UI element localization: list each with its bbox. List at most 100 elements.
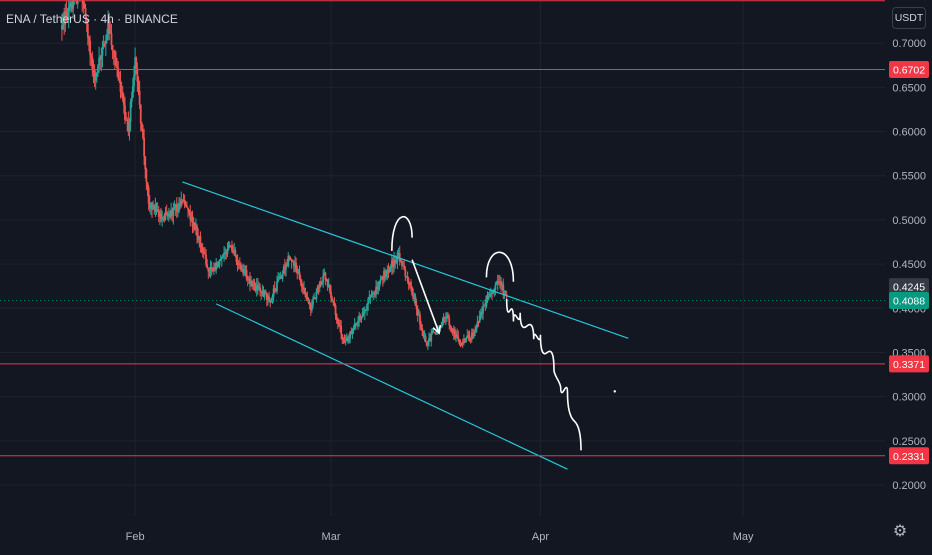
candle-body	[166, 214, 169, 217]
candle-body	[107, 18, 109, 35]
candle-body	[118, 78, 121, 81]
candle-body	[421, 328, 424, 332]
candle-body	[267, 296, 269, 301]
top-arc-annotation[interactable]	[485, 251, 515, 282]
candle-body	[477, 321, 480, 323]
candle-body	[165, 212, 168, 215]
candle-body	[250, 280, 252, 285]
candle-body	[108, 18, 111, 31]
candle-body	[259, 287, 261, 291]
candle-body	[190, 216, 193, 220]
candle-body	[152, 206, 155, 210]
candle-body	[459, 343, 462, 346]
candle-body	[85, 18, 88, 25]
candle-body	[113, 52, 116, 58]
candle-body	[109, 30, 112, 34]
candle-body	[130, 97, 133, 102]
candle-body	[395, 261, 398, 264]
candle-body	[160, 213, 162, 220]
candle-body	[279, 276, 282, 279]
candle-body	[458, 340, 461, 344]
symbol-title[interactable]: ENA / TetherUS · 4h · BINANCE	[6, 12, 178, 26]
candle-body	[415, 305, 418, 310]
y-tick-label: 0.2500	[892, 436, 926, 448]
candle-body	[146, 182, 149, 188]
candle-body	[102, 43, 105, 47]
candle-body	[157, 211, 160, 218]
candle-body	[371, 292, 374, 294]
candle-body	[465, 338, 468, 342]
y-tick-label: 0.2000	[892, 480, 926, 492]
currency-button[interactable]: USDT	[892, 7, 926, 29]
candle-body	[244, 270, 247, 272]
projection-path[interactable]	[505, 298, 582, 451]
candle-body	[456, 334, 459, 337]
candle-body	[319, 281, 322, 284]
candle-body	[306, 298, 309, 300]
candle-body	[253, 283, 256, 288]
candle-body	[483, 305, 486, 307]
top-arc-annotation[interactable]	[391, 216, 413, 251]
candle-body	[264, 291, 267, 294]
candle-body	[140, 123, 143, 130]
candle-body	[486, 295, 489, 300]
candle-body	[410, 282, 412, 288]
arrow-annotation[interactable]	[411, 259, 440, 334]
candle-body	[270, 298, 273, 303]
x-tick-label: Apr	[532, 531, 549, 543]
candle-body	[242, 268, 245, 274]
annotation-dot	[613, 390, 616, 393]
candle-body	[334, 305, 337, 315]
arrow-head-icon	[432, 325, 442, 335]
candle-body	[254, 287, 257, 291]
candle-body	[183, 200, 186, 205]
candle-body	[367, 299, 370, 305]
y-tick-label: 0.6000	[892, 127, 926, 139]
channel-lower-line[interactable]	[215, 303, 568, 470]
candle-body	[179, 203, 182, 207]
candle-body	[380, 276, 383, 280]
candle-body	[295, 263, 298, 269]
candle-body	[397, 252, 400, 254]
candle-body	[298, 271, 301, 279]
candle-body	[325, 279, 328, 281]
candle-body	[216, 262, 219, 266]
candle-body	[287, 256, 290, 267]
candle-body	[205, 254, 207, 265]
candle-body	[215, 262, 218, 270]
candle-body	[401, 261, 403, 266]
candle-body	[246, 278, 249, 280]
candle-body	[86, 24, 89, 38]
candle-body	[72, 0, 75, 9]
candle-body	[245, 270, 248, 279]
candle-body	[285, 264, 287, 270]
candle-body	[496, 281, 499, 284]
candle-body	[361, 312, 364, 318]
candle-body	[283, 266, 286, 270]
candle-body	[388, 268, 391, 272]
level-label-bg	[889, 447, 929, 465]
candle-body	[342, 338, 345, 341]
candle-body	[413, 296, 416, 299]
candle-body	[321, 282, 323, 284]
candle-body	[142, 129, 144, 138]
candle-body	[428, 338, 430, 342]
candle-body	[344, 341, 347, 343]
level-label: 0.3371	[893, 359, 925, 371]
candle-body	[75, 0, 78, 4]
level-label: 0.2331	[893, 451, 925, 463]
candle-body	[469, 339, 472, 341]
candle-body	[425, 342, 428, 346]
candle-body	[117, 68, 120, 79]
candle-body	[229, 245, 232, 247]
candle-body	[315, 291, 318, 299]
candle-body	[269, 301, 272, 303]
gear-icon[interactable]: ⚙	[892, 523, 908, 540]
candle-body	[339, 325, 341, 327]
candle-body	[422, 331, 425, 337]
candle-body	[196, 226, 198, 237]
channel-upper-line[interactable]	[182, 181, 629, 339]
candle-body	[455, 334, 457, 338]
